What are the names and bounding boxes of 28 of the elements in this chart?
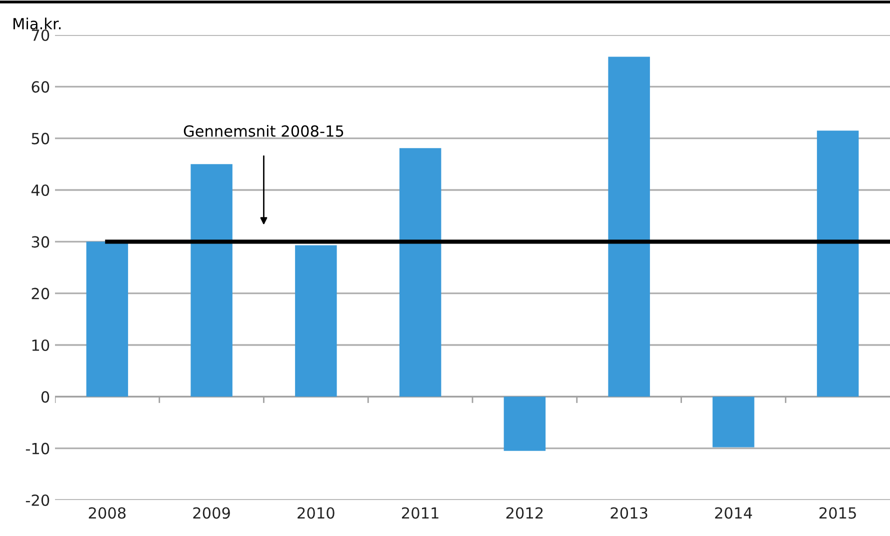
- x-tick-label: 2014: [715, 507, 752, 519]
- bar: [295, 245, 337, 397]
- y-tick-label: 50: [32, 132, 50, 144]
- y-tick-label: -10: [26, 442, 50, 454]
- x-tick-label: 2009: [193, 507, 230, 519]
- x-tick-label: 2015: [819, 507, 856, 519]
- bar: [608, 56, 650, 397]
- bar: [816, 130, 859, 397]
- y-tick-label: 30: [32, 236, 50, 248]
- ref-line-label: Gennemsnit 2008-15: [184, 125, 344, 137]
- x-tick-label: 2013: [610, 507, 648, 519]
- bar: [712, 396, 754, 448]
- x-tick-label: 2012: [506, 507, 543, 519]
- bar: [86, 242, 128, 397]
- x-tick-label: 2011: [402, 507, 438, 519]
- y-tick-label: 20: [32, 288, 50, 300]
- y-tick-label: 40: [31, 184, 50, 196]
- y-tick-label: 70: [32, 29, 50, 42]
- y-tick-label: 10: [32, 339, 50, 352]
- x-tick-label: 2008: [88, 507, 126, 519]
- y-tick-label: 60: [32, 81, 50, 93]
- bar: [190, 164, 232, 397]
- bar: [399, 148, 442, 397]
- x-tick-label: 2010: [298, 507, 334, 519]
- y-tick-label: 0: [41, 391, 50, 403]
- y-axis-title: Mia.kr.: [14, 18, 61, 30]
- y-tick-label: -20: [26, 494, 50, 506]
- bar: [504, 396, 546, 451]
